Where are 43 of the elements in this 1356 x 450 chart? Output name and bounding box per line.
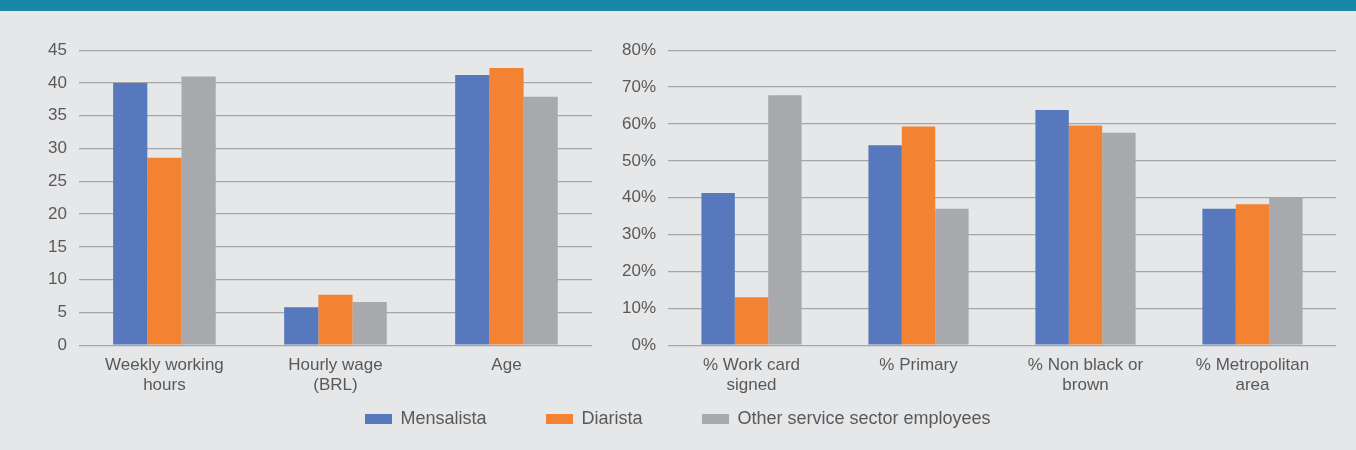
y-tick-label: 40% [621,187,657,207]
bar [901,126,936,345]
bar [318,294,353,345]
y-tick-label: 15 [47,236,67,256]
bar [284,307,319,345]
y-tick-label: 30 [47,138,67,158]
bar [113,82,148,345]
x-tick-label: % Non black or brown [1027,355,1144,395]
legend-label: Diarista [581,408,643,429]
y-tick-label: 0 [57,334,67,354]
y-tick-label: 30% [621,224,657,244]
y-tick-label: 0% [631,334,657,354]
y-tick-label: 45 [47,39,67,59]
bar [147,157,182,345]
x-tick-label: Weekly working hours [105,355,224,395]
x-tick-label: Age [491,355,522,375]
bar [1202,208,1236,345]
y-tick-label: 80% [621,39,657,59]
bar [1035,109,1069,345]
bar [701,192,735,345]
bar [868,145,902,345]
y-tick-label: 20% [621,261,657,281]
x-tick-label: % Primary [879,355,959,375]
bar [1068,125,1103,345]
y-tick-label: 35 [47,105,67,125]
y-tick-label: 10% [621,298,657,318]
x-tick-label: Hourly wage (BRL) [288,355,383,395]
y-tick-label: 50% [621,150,657,170]
x-tick-label: % Metropolitan area [1195,355,1310,395]
y-tick-label: 10 [47,269,67,289]
y-tick-label: 20 [47,203,67,223]
y-tick-label: 5 [57,302,67,322]
legend-label: Mensalista [400,408,487,429]
bar [734,297,769,345]
y-tick-label: 40 [47,72,67,92]
legend-label: Other service sector employees [737,408,991,429]
bar [489,67,524,345]
y-tick-label: 60% [621,113,657,133]
x-tick-label: % Work card signed [703,355,801,395]
y-tick-label: 25 [47,171,67,190]
bar [1235,204,1270,345]
y-tick-label: 70% [621,76,657,96]
bar [455,75,490,345]
